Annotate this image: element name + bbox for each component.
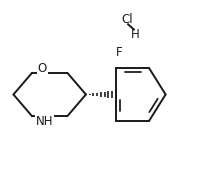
Text: O: O (38, 63, 47, 75)
Text: NH: NH (36, 115, 53, 128)
Text: F: F (115, 46, 122, 59)
Text: H: H (131, 28, 139, 40)
Text: Cl: Cl (121, 13, 132, 26)
